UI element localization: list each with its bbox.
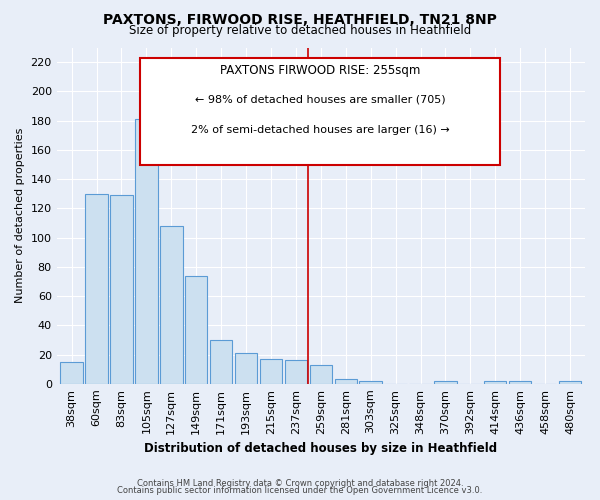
Bar xyxy=(210,340,232,384)
Text: PAXTONS FIRWOOD RISE: 255sqm: PAXTONS FIRWOOD RISE: 255sqm xyxy=(220,64,420,77)
Y-axis label: Number of detached properties: Number of detached properties xyxy=(15,128,25,304)
Bar xyxy=(484,381,506,384)
Text: PAXTONS, FIRWOOD RISE, HEATHFIELD, TN21 8NP: PAXTONS, FIRWOOD RISE, HEATHFIELD, TN21 … xyxy=(103,12,497,26)
Bar xyxy=(135,119,158,384)
Bar xyxy=(260,359,282,384)
Bar xyxy=(509,381,532,384)
Bar xyxy=(85,194,108,384)
Bar xyxy=(61,362,83,384)
Bar xyxy=(434,381,457,384)
X-axis label: Distribution of detached houses by size in Heathfield: Distribution of detached houses by size … xyxy=(144,442,497,455)
Bar xyxy=(185,276,208,384)
Bar xyxy=(335,380,357,384)
Bar xyxy=(559,381,581,384)
Bar xyxy=(359,381,382,384)
Bar xyxy=(310,365,332,384)
Text: ← 98% of detached houses are smaller (705): ← 98% of detached houses are smaller (70… xyxy=(194,94,445,104)
Text: Size of property relative to detached houses in Heathfield: Size of property relative to detached ho… xyxy=(129,24,471,37)
Bar xyxy=(110,195,133,384)
Bar xyxy=(160,226,182,384)
Bar xyxy=(235,353,257,384)
Text: 2% of semi-detached houses are larger (16) →: 2% of semi-detached houses are larger (1… xyxy=(191,125,449,135)
Bar xyxy=(284,360,307,384)
Text: Contains public sector information licensed under the Open Government Licence v3: Contains public sector information licen… xyxy=(118,486,482,495)
Text: Contains HM Land Registry data © Crown copyright and database right 2024.: Contains HM Land Registry data © Crown c… xyxy=(137,478,463,488)
